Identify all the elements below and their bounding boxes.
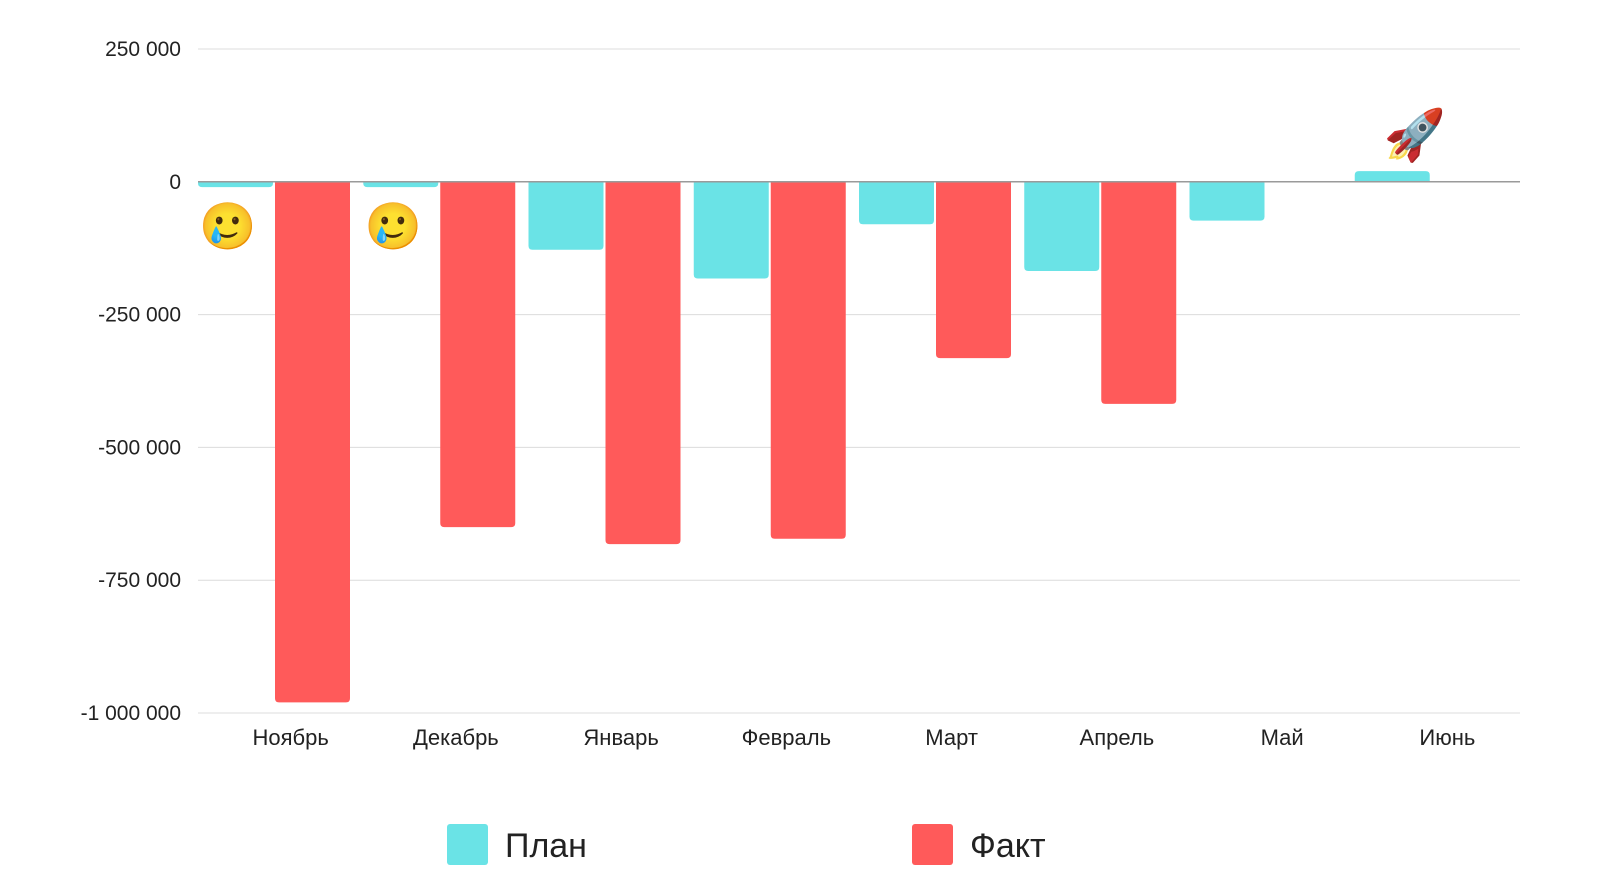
bars	[198, 171, 1430, 703]
fact-bar-5	[936, 181, 1011, 359]
y-tick-label: -1 000 000	[81, 702, 181, 725]
y-tick-label: -250 000	[98, 304, 181, 327]
plan-bar-2	[363, 181, 439, 188]
x-tick-label: Февраль	[742, 725, 831, 750]
x-tick-label: Июнь	[1419, 725, 1475, 750]
y-tick-label: -750 000	[98, 569, 181, 592]
fact-bar-6	[1101, 181, 1177, 404]
axis-labels: 250 000 0 -250 000 -500 000 -750 000 -1 000 0…	[81, 38, 1476, 750]
y-tick-label: -500 000	[98, 436, 181, 459]
x-tick-label: Май	[1261, 725, 1304, 750]
crying-smile-icon: 🥲	[365, 199, 422, 253]
legend-label-fact: Факт	[970, 827, 1046, 865]
plan-bar-3	[528, 181, 604, 250]
legend-swatch-fact	[912, 824, 953, 865]
plan-bar-1	[198, 181, 273, 188]
plan-bar-8	[1354, 171, 1430, 182]
fact-bar-4	[770, 181, 846, 539]
legend-label-plan: План	[505, 827, 587, 865]
crying-smile-icon: 🥲	[199, 199, 256, 253]
plan-bar-6	[1024, 181, 1100, 272]
fact-bar-3	[605, 181, 681, 545]
legend-swatch-plan	[447, 824, 488, 865]
fact-bar-1	[275, 181, 350, 703]
rocket-icon: 🚀	[1384, 106, 1446, 164]
x-tick-label: Апрель	[1080, 725, 1155, 750]
y-tick-label: 250 000	[105, 38, 181, 61]
plan-bar-5	[859, 181, 934, 225]
y-tick-label: 0	[169, 171, 181, 194]
x-tick-label: Март	[925, 725, 978, 750]
x-tick-label: Декабрь	[413, 725, 499, 750]
grid	[198, 48, 1520, 714]
annotations: 🥲 🥲 🚀	[199, 106, 1446, 253]
fact-bar-2	[440, 181, 516, 528]
legend: План Факт	[447, 824, 1046, 865]
x-tick-label: Ноябрь	[252, 725, 328, 750]
plan-bar-4	[693, 181, 769, 279]
x-tick-label: Январь	[583, 725, 658, 750]
plan-bar-7	[1189, 181, 1265, 221]
